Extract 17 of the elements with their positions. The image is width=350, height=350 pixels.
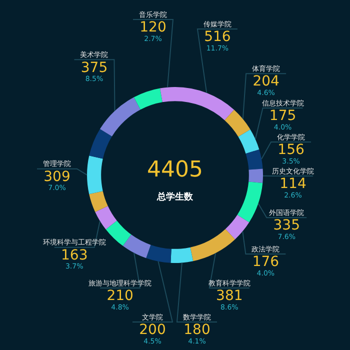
data-label: 114 bbox=[280, 176, 306, 192]
data-label: 120 bbox=[140, 20, 166, 36]
data-label: 200 bbox=[139, 322, 166, 338]
text: 4405 bbox=[147, 158, 203, 183]
data-label: 156 bbox=[278, 142, 304, 158]
text: 总学生数 bbox=[156, 191, 194, 202]
data-label: 176 bbox=[252, 254, 280, 270]
data-label: 175 bbox=[269, 108, 296, 124]
data-label: 381 bbox=[216, 288, 243, 304]
data-label: 210 bbox=[106, 288, 134, 304]
data-label: 180 bbox=[184, 322, 210, 338]
data-label: 375 bbox=[80, 60, 108, 76]
data-label: 335 bbox=[273, 218, 300, 234]
data-label: 516 bbox=[204, 29, 231, 46]
data-label: 163 bbox=[61, 247, 88, 264]
data-label: 309 bbox=[44, 168, 70, 185]
data-label: 204 bbox=[252, 74, 280, 90]
